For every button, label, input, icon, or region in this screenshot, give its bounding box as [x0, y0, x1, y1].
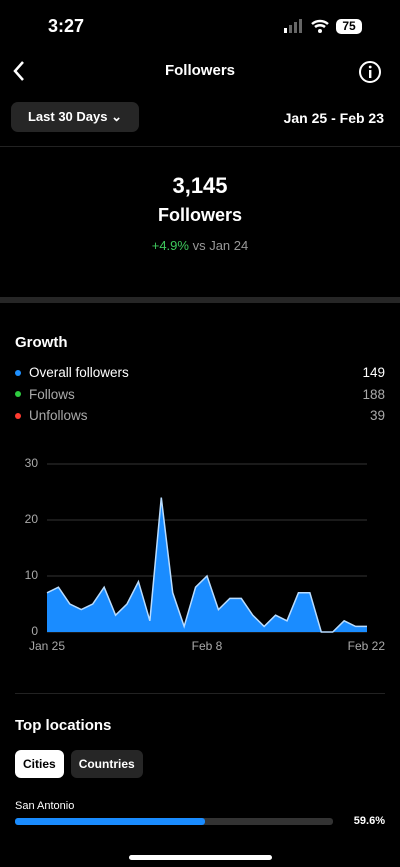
legend-row: Follows 188 — [15, 384, 385, 406]
location-row: 59.6% — [15, 815, 385, 827]
x-tick-label: Jan 25 — [29, 639, 65, 653]
legend-dot — [15, 412, 21, 419]
info-button[interactable] — [357, 59, 383, 85]
home-indicator — [129, 855, 272, 860]
legend-dot — [15, 369, 21, 376]
chart: 0 10 20 30 Jan 25 Feb 8 Feb 22 — [25, 456, 386, 653]
tab[interactable]: Cities — [15, 750, 64, 778]
divider — [0, 146, 400, 147]
battery: 75 — [342, 19, 356, 33]
y-tick-label: 30 — [25, 456, 39, 470]
page-title: Followers — [164, 62, 235, 79]
legend-name: Unfollows — [29, 408, 88, 424]
location-list: San Antonio 59.6% — [15, 800, 385, 827]
locations-title: Top locations — [15, 717, 112, 734]
bar-label: 59.6% — [353, 815, 385, 827]
y-tick-label: 20 — [25, 512, 39, 526]
range-dropdown[interactable]: Last 30 Days ⌄ — [11, 102, 139, 132]
date-range: Jan 25 - Feb 23 — [283, 110, 384, 126]
compare: vs Jan 24 — [192, 238, 249, 253]
legend-value: 149 — [362, 365, 385, 381]
bar-track — [15, 817, 333, 825]
range-label: Last 30 Days — [27, 109, 108, 124]
section-divider — [0, 297, 400, 303]
legend-row: Overall followers 149 — [15, 362, 385, 384]
tab[interactable]: Countries — [70, 750, 143, 778]
bar — [15, 817, 205, 825]
growth-legend: Overall followers 149 Follows 188 Unfollows 3… — [15, 362, 385, 427]
change-row: +4.9% vs Jan 24 — [0, 238, 400, 253]
back-button[interactable] — [8, 58, 32, 84]
legend-value: 39 — [369, 408, 385, 424]
follower-count: 3,145 — [172, 173, 228, 198]
legend-name: Overall followers — [29, 365, 129, 381]
location-name: San Antonio — [15, 800, 75, 812]
divider — [15, 693, 385, 694]
legend-row: Unfollows 39 — [15, 405, 385, 427]
legend-name: Follows — [29, 386, 75, 402]
y-tick-label: 0 — [31, 624, 38, 638]
time: 3:27 — [48, 16, 85, 36]
growth-title: Growth — [15, 334, 68, 351]
legend-value: 188 — [362, 386, 385, 402]
status-icons: 75 — [284, 19, 362, 34]
line — [46, 497, 367, 633]
x-tick-label: Feb 22 — [348, 639, 386, 653]
legend-dot — [15, 391, 21, 398]
location-tabs: Cities Countries — [15, 750, 143, 778]
y-tick-label: 10 — [25, 568, 39, 582]
x-tick-label: Feb 8 — [192, 639, 223, 653]
change: +4.9% — [151, 238, 189, 253]
area — [47, 497, 367, 632]
follower-label: Followers — [157, 205, 242, 225]
